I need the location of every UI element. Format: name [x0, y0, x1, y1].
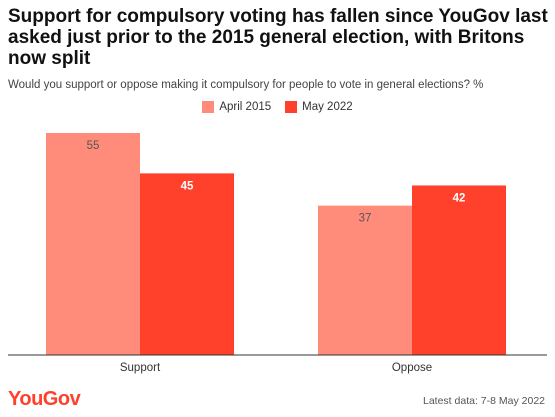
- x-tick-label-oppose: Oppose: [392, 362, 432, 374]
- legend: April 2015 May 2022: [0, 101, 555, 113]
- data-label-support-may-2022: 45: [181, 180, 194, 192]
- bar-support-may-2022: [140, 173, 234, 355]
- data-label-oppose-may-2022: 42: [453, 192, 466, 204]
- bar-oppose-may-2022: [412, 185, 506, 355]
- legend-label-may-2022: May 2022: [302, 101, 353, 113]
- yougov-logo: YouGov: [8, 388, 81, 410]
- legend-swatch-april-2015: [202, 101, 215, 113]
- latest-data-note: Latest data: 7-8 May 2022: [423, 395, 545, 407]
- bar-support-april-2015: [46, 133, 140, 355]
- chart-subtitle: Would you support or oppose making it co…: [8, 79, 484, 91]
- legend-label-april-2015: April 2015: [219, 101, 272, 113]
- data-label-oppose-april-2015: 37: [359, 213, 372, 225]
- legend-swatch-may-2022: [285, 101, 298, 113]
- bar-oppose-april-2015: [318, 205, 412, 355]
- legend-item-april-2015: April 2015: [202, 101, 271, 113]
- x-tick-label-support: Support: [120, 362, 161, 374]
- legend-item-may-2022: May 2022: [285, 101, 353, 113]
- chart-title: Support for compulsory voting has fallen…: [8, 6, 548, 69]
- data-label-support-april-2015: 55: [87, 140, 100, 152]
